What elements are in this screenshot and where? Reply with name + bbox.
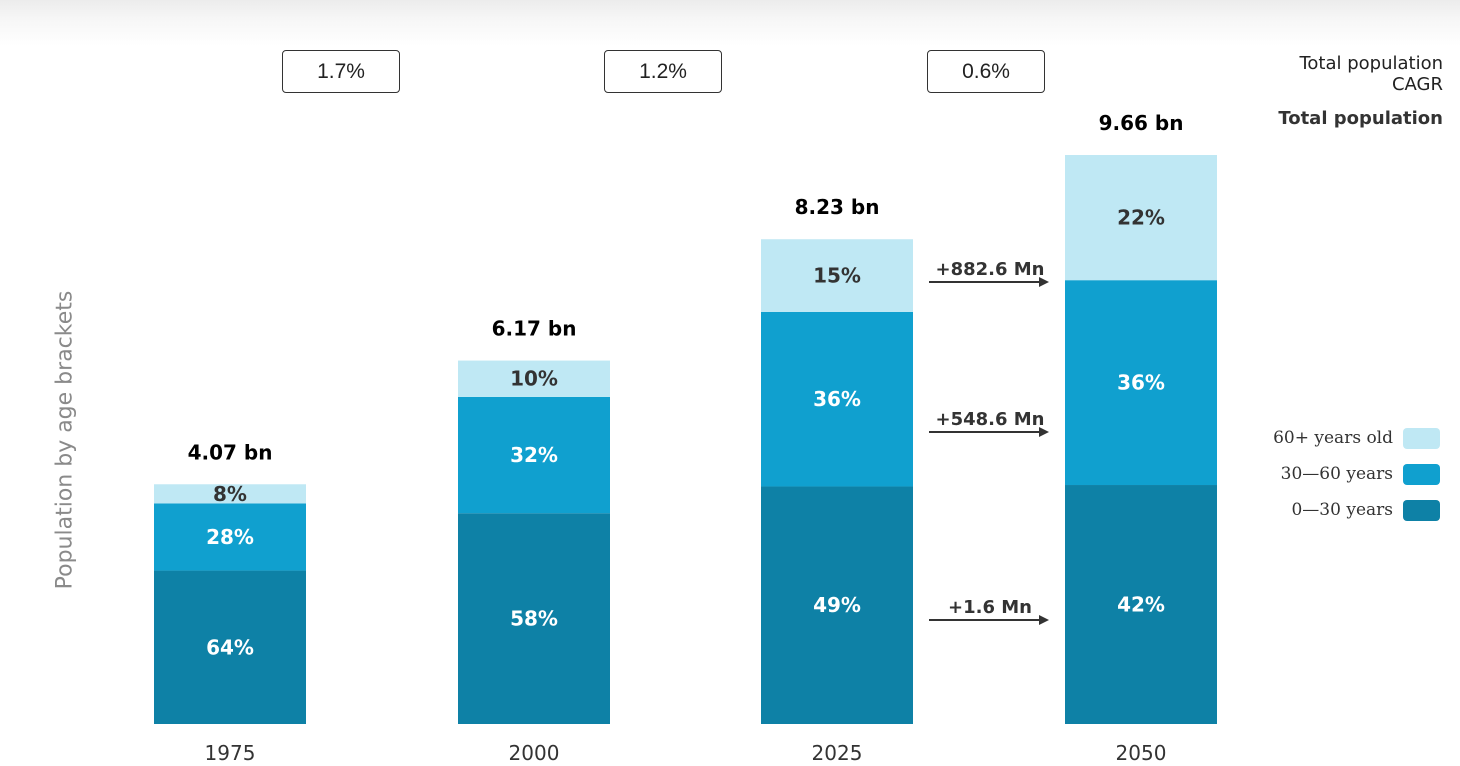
- cagr-box-2025-2050: 0.6%: [927, 50, 1045, 93]
- bar-segment-label: 28%: [206, 525, 254, 549]
- bar-segment-1975-0: [154, 570, 306, 724]
- legend-label: 60+ years old: [1273, 428, 1393, 448]
- bar-segment-2050-0: [1065, 485, 1217, 724]
- bar-segment-label: 22%: [1117, 206, 1165, 230]
- growth-arrow-head: [1039, 277, 1049, 287]
- legend: 60+ years old 30—60 years 0—30 years: [1240, 420, 1440, 528]
- growth-annotation-label: +548.6 Mn: [935, 409, 1044, 430]
- bar-segment-label: 8%: [213, 482, 247, 506]
- legend-label: 30—60 years: [1280, 464, 1393, 484]
- total-label-2025: 8.23 bn: [795, 195, 880, 219]
- x-tick-label-2025: 2025: [812, 741, 863, 765]
- growth-annotation-label: +882.6 Mn: [935, 259, 1044, 280]
- legend-swatch: [1403, 427, 1440, 449]
- cagr-box-2000-2025: 1.2%: [604, 50, 722, 93]
- legend-swatch: [1403, 499, 1440, 521]
- growth-arrow-head: [1039, 615, 1049, 625]
- bar-segment-2000-0: [458, 513, 610, 724]
- growth-annotation-label: +1.6 Mn: [948, 597, 1032, 618]
- bar-segment-label: 42%: [1117, 593, 1165, 617]
- bar-segment-2025-2: [761, 239, 913, 312]
- bar-segment-label: 32%: [510, 443, 558, 467]
- top-shade: [0, 0, 1460, 46]
- bar-segment-2000-1: [458, 396, 610, 514]
- bar-segment-2050-1: [1065, 280, 1217, 486]
- legend-item-0-30: 0—30 years: [1240, 492, 1440, 528]
- x-tick-label-1975: 1975: [205, 741, 256, 765]
- bar-segment-2000-2: [458, 360, 610, 397]
- legend-swatch: [1403, 463, 1440, 485]
- bar-segment-1975-2: [154, 484, 306, 504]
- total-label-2000: 6.17 bn: [492, 317, 577, 341]
- cagr-value: 1.7%: [317, 59, 365, 83]
- cagr-value: 1.2%: [639, 59, 687, 83]
- cagr-row-label-text: Total population CAGR: [1299, 53, 1443, 95]
- bar-segment-label: 36%: [1117, 371, 1165, 395]
- bar-segment-2025-0: [761, 486, 913, 724]
- bar-segment-label: 58%: [510, 607, 558, 631]
- bar-segment-label: 15%: [813, 264, 861, 288]
- total-label-2050: 9.66 bn: [1099, 111, 1184, 135]
- legend-item-60-plus: 60+ years old: [1240, 420, 1440, 456]
- x-tick-label-2000: 2000: [509, 741, 560, 765]
- bar-segment-label: 10%: [510, 367, 558, 391]
- bar-segment-label: 49%: [813, 593, 861, 617]
- cagr-row-label: Total population CAGR: [1299, 53, 1443, 95]
- cagr-box-1975-2000: 1.7%: [282, 50, 400, 93]
- bar-segment-2025-1: [761, 311, 913, 487]
- total-label-1975: 4.07 bn: [188, 440, 273, 464]
- bar-segment-1975-1: [154, 503, 306, 571]
- bar-segment-label: 36%: [813, 387, 861, 411]
- bar-segment-2050-2: [1065, 155, 1217, 281]
- legend-label: 0—30 years: [1291, 500, 1393, 520]
- growth-arrow-head: [1039, 427, 1049, 437]
- cagr-value: 0.6%: [962, 59, 1010, 83]
- x-tick-label-2050: 2050: [1116, 741, 1167, 765]
- legend-item-30-60: 30—60 years: [1240, 456, 1440, 492]
- total-row-label: Total population: [1278, 108, 1443, 129]
- bar-segment-label: 64%: [206, 635, 254, 659]
